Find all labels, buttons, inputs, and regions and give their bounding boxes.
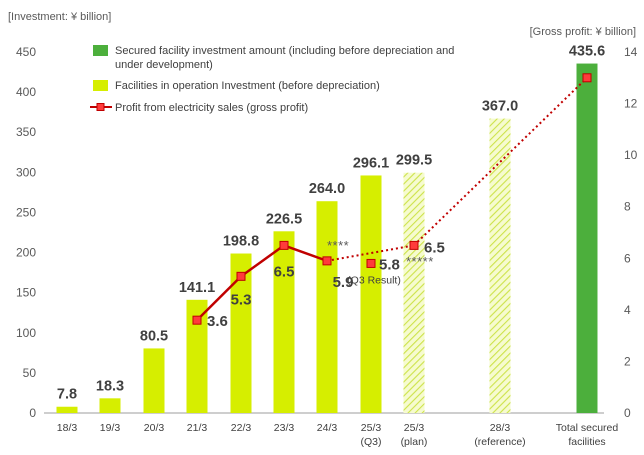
category-label: 28/3 <box>490 422 511 434</box>
left-tick-label: 350 <box>16 125 36 139</box>
bar <box>56 406 78 413</box>
profit-marker <box>322 256 332 266</box>
profit-line-segment <box>283 244 328 263</box>
legend-text: under development) <box>115 59 213 71</box>
bar-value-label: 226.5 <box>266 211 302 227</box>
bar-value-label: 264.0 <box>309 181 345 197</box>
profit-marker <box>409 240 419 250</box>
bar <box>99 398 121 413</box>
profit-value-label: 5.8 <box>379 256 400 273</box>
category-label-line2: (reference) <box>474 436 525 448</box>
category-label: Total secured <box>556 422 619 434</box>
left-tick-label: 250 <box>16 205 36 219</box>
bar-value-label: 80.5 <box>140 328 168 344</box>
category-label: 20/3 <box>144 422 165 434</box>
legend-marker <box>96 103 105 111</box>
right-tick-label: 0 <box>624 406 631 420</box>
bar <box>230 253 252 413</box>
category-label: 18/3 <box>57 422 78 434</box>
legend-text: Profit from electricity sales (gross pro… <box>115 102 308 114</box>
legend-swatch-green <box>93 45 108 56</box>
left-tick-label: 450 <box>16 45 36 59</box>
category-label: 22/3 <box>231 422 252 434</box>
right-tick-label: 6 <box>624 251 631 265</box>
legend-text: Facilities in operation Investment (befo… <box>115 80 380 92</box>
bar <box>489 118 511 413</box>
bar-series <box>56 63 598 413</box>
stars-annotation: **** <box>327 238 349 253</box>
legend-text: Secured facility investment amount (incl… <box>115 45 454 57</box>
left-tick-label: 100 <box>16 326 36 340</box>
left-tick-label: 50 <box>23 366 37 380</box>
bar-value-label: 141.1 <box>179 280 215 296</box>
bar <box>576 63 598 413</box>
left-axis-ticks: 0 50 100 150 200 250 300 350 400 450 <box>16 45 36 420</box>
category-label-line2: (plan) <box>401 436 428 448</box>
bar-value-label: 18.3 <box>96 378 124 394</box>
right-axis-ticks: 0 2 4 6 8 10 12 14 <box>624 45 638 420</box>
profit-line-segment <box>196 275 242 322</box>
profit-marker <box>192 315 202 325</box>
profit-marker <box>366 258 376 268</box>
category-label: 24/3 <box>317 422 338 434</box>
bar-value-label: 198.8 <box>223 234 259 250</box>
profit-line-segment <box>240 244 285 278</box>
bar-value-label: 299.5 <box>396 153 432 169</box>
category-label: 23/3 <box>274 422 295 434</box>
category-labels: 18/3 19/3 20/3 21/3 22/3 23/3 24/3 25/3 (Q3) 25/3… <box>57 422 619 448</box>
bar-value-labels: 7.8 18.3 80.5 141.1 198.8 226.5 264.0 296.1 299.… <box>57 44 605 403</box>
category-label: 19/3 <box>100 422 121 434</box>
profit-note-label: (Q3 Result) <box>347 274 401 286</box>
right-tick-label: 8 <box>624 200 631 214</box>
left-axis-unit-label: [Investment: ¥ billion] <box>8 11 111 23</box>
left-tick-label: 0 <box>29 406 36 420</box>
profit-marker <box>236 271 246 281</box>
category-label: 25/3 <box>361 422 382 434</box>
bar-value-label: 435.6 <box>569 44 605 60</box>
profit-value-label: 3.6 <box>207 313 228 330</box>
bar <box>316 201 338 413</box>
bar-value-label: 367.0 <box>482 99 518 115</box>
profit-line-series <box>196 77 588 322</box>
bar <box>360 175 382 413</box>
left-tick-label: 150 <box>16 286 36 300</box>
category-label: 25/3 <box>404 422 425 434</box>
right-tick-label: 10 <box>624 148 638 162</box>
left-tick-label: 400 <box>16 85 36 99</box>
profit-line-segment <box>413 77 588 247</box>
legend-swatch-lime <box>93 80 108 91</box>
bar <box>143 348 165 413</box>
category-label: 21/3 <box>187 422 208 434</box>
right-tick-label: 2 <box>624 354 631 368</box>
right-axis-unit-label: [Gross profit: ¥ billion] <box>530 26 636 38</box>
bar-value-label: 7.8 <box>57 387 77 403</box>
profit-markers <box>192 73 592 325</box>
profit-value-labels: 3.65.36.55.96.55.8(Q3 Result)********* <box>207 238 445 330</box>
profit-marker <box>279 240 289 250</box>
category-label-line2: facilities <box>568 436 605 448</box>
right-tick-label: 4 <box>624 303 631 317</box>
legend: Secured facility investment amount (incl… <box>90 45 454 114</box>
left-tick-label: 200 <box>16 246 36 260</box>
profit-value-label: 5.3 <box>231 291 252 308</box>
stars-annotation: ***** <box>406 254 434 269</box>
bar <box>403 172 425 413</box>
bar <box>273 231 295 413</box>
right-tick-label: 14 <box>624 45 638 59</box>
category-label-line2: (Q3) <box>361 436 382 448</box>
profit-marker <box>582 73 592 83</box>
profit-value-label: 5.9 <box>333 274 354 291</box>
bar-value-label: 296.1 <box>353 155 389 171</box>
profit-value-label: 6.5 <box>274 263 295 280</box>
right-tick-label: 12 <box>624 97 638 111</box>
profit-value-label: 6.5 <box>424 239 445 256</box>
left-tick-label: 300 <box>16 165 36 179</box>
bar <box>186 299 208 413</box>
